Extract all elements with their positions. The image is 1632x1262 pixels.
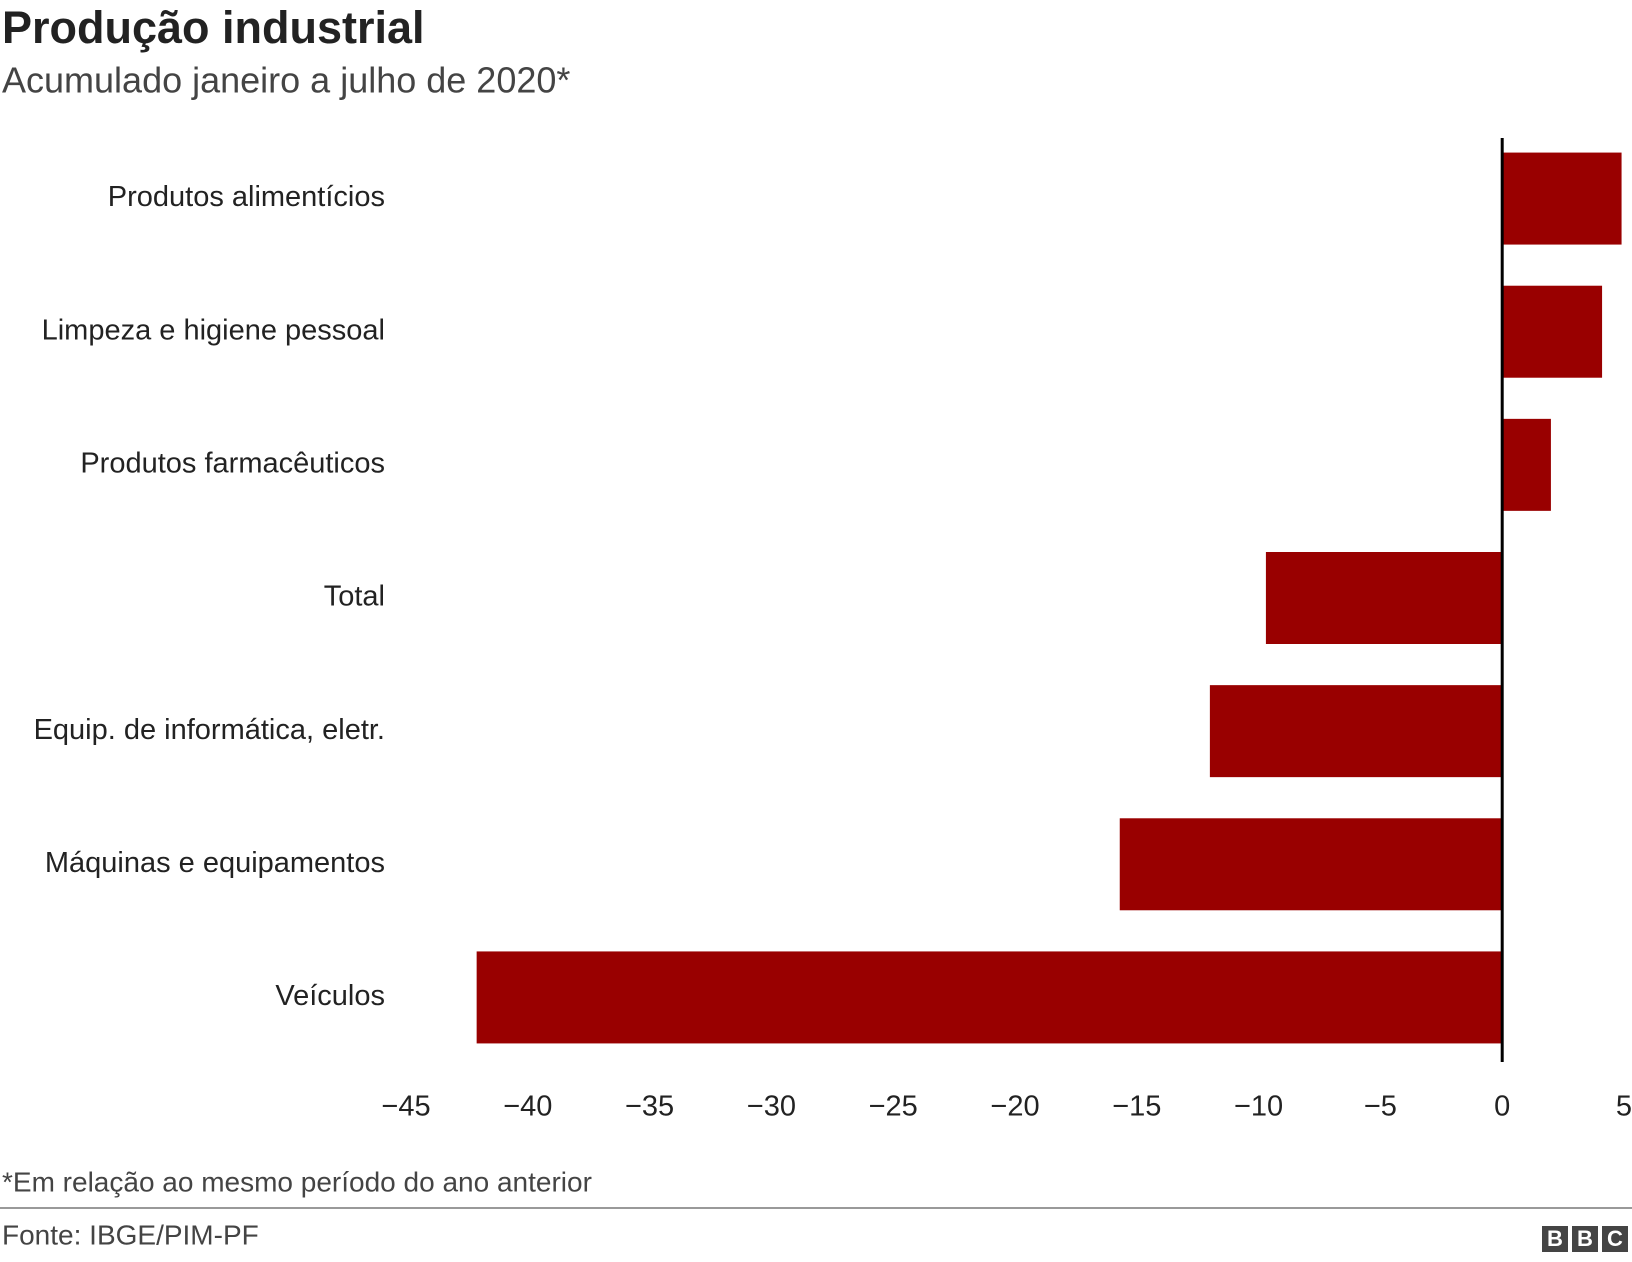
x-tick-label: −25 — [869, 1091, 918, 1123]
source: Fonte: IBGE/PIM-PF — [2, 1219, 259, 1250]
x-tick-label: −40 — [503, 1091, 552, 1123]
bar — [1502, 152, 1622, 245]
logo-letter: B — [1547, 1226, 1563, 1251]
bar — [1209, 685, 1503, 778]
y-tick-label: Total — [324, 581, 385, 613]
logo-box — [1572, 1226, 1598, 1252]
logo-letter: C — [1607, 1226, 1623, 1251]
bar — [1502, 418, 1551, 511]
y-tick-label: Veículos — [275, 980, 385, 1012]
x-tick-label: −15 — [1112, 1091, 1161, 1123]
logo-letter: B — [1577, 1226, 1593, 1251]
x-tick-label: 5 — [1616, 1091, 1632, 1123]
y-tick-label: Máquinas e equipamentos — [45, 847, 385, 879]
logo: B B C — [1542, 1226, 1628, 1252]
x-tick-label: −20 — [990, 1091, 1039, 1123]
logo-box — [1602, 1226, 1628, 1252]
bar — [1119, 818, 1503, 911]
x-tick-label: −35 — [625, 1091, 674, 1123]
bar — [1265, 552, 1503, 644]
chart-subtitle: Acumulado janeiro a julho de 2020* — [2, 60, 570, 101]
x-tick-label: −30 — [747, 1091, 796, 1123]
footnote: *Em relação ao mesmo período do ano ante… — [2, 1166, 592, 1197]
x-tick-label: 0 — [1494, 1091, 1510, 1123]
logo-box — [1542, 1226, 1568, 1252]
x-tick-label: −45 — [381, 1091, 430, 1123]
y-tick-label: Produtos farmacêuticos — [80, 448, 385, 480]
chart-title: Produção industrial — [2, 2, 425, 53]
bar — [1502, 285, 1603, 378]
y-tick-label: Equip. de informática, eletr. — [34, 714, 385, 746]
x-tick-label: −10 — [1234, 1091, 1283, 1123]
y-tick-label: Limpeza e higiene pessoal — [42, 314, 385, 346]
x-tick-label: −5 — [1364, 1091, 1397, 1123]
bar — [476, 951, 1503, 1044]
y-tick-label: Produtos alimentícios — [108, 181, 385, 213]
